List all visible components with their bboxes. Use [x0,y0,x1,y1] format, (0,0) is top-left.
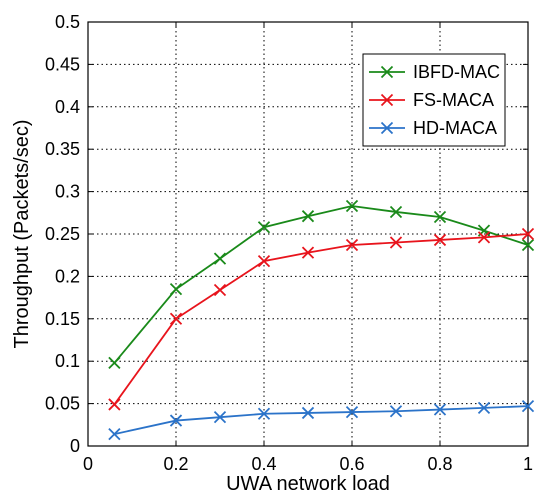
data-point-ibfd-mac [257,221,271,234]
y-tick-label: 0.05 [45,394,80,414]
x-tick-label: 1 [523,454,533,474]
data-point-hd-maca [213,411,227,424]
data-point-fs-maca [389,236,403,249]
legend-label: HD-MACA [413,118,497,138]
x-tick-label: 0.6 [339,454,364,474]
data-point-hd-maca [169,414,183,427]
series-hd-maca [108,400,535,441]
data-point-hd-maca [477,401,491,414]
axes-layer: 0 0.2 0.4 0.6 0.8 1 0 0.05 0.1 0.15 0.2 0.25 0.3 0.35… [45,12,533,474]
data-point-ibfd-mac [213,252,227,265]
y-tick-label: 0.2 [55,266,80,286]
data-point-hd-maca [108,427,121,441]
legend-label: IBFD-MAC [413,62,500,82]
series-layer [108,199,535,441]
legend-label: FS-MACA [413,90,494,110]
data-point-hd-maca [433,403,447,416]
data-point-hd-maca [345,405,359,419]
data-point-fs-maca [433,233,447,247]
y-tick-label: 0.5 [55,12,80,32]
data-point-hd-maca [301,406,315,420]
y-tick-label: 0.25 [45,224,80,244]
data-point-fs-maca [521,227,535,241]
series-fs-maca [108,227,535,411]
legend-marker [380,93,394,107]
y-tick-label: 0 [70,436,80,456]
data-point-fs-maca [477,231,491,244]
legend-item-fs-maca: FS-MACA [369,90,494,110]
x-tick-label: 0.4 [251,454,276,474]
series-line-fs-maca [113,233,529,405]
data-point-fs-maca [301,246,315,259]
y-tick-label: 0.35 [45,139,80,159]
x-tick-label: 0.2 [163,454,188,474]
data-point-fs-maca [213,283,227,297]
data-point-ibfd-mac [345,199,359,213]
x-axis-title: UWA network load [226,473,390,495]
data-point-hd-maca [257,407,271,420]
data-point-hd-maca [389,405,403,418]
y-tick-label: 0.45 [45,54,80,74]
x-tick-label: 0 [83,454,93,474]
data-point-fs-maca [257,254,271,268]
data-point-ibfd-mac [169,282,183,296]
series-line-ibfd-mac [113,205,529,364]
data-point-hd-maca [521,400,535,413]
grid-layer [88,22,528,446]
data-point-ibfd-mac [433,210,447,224]
legend: IBFD-MAC FS-MACA HD-MACA [362,53,506,147]
y-tick-label: 0.3 [55,182,80,202]
data-point-ibfd-mac [389,205,403,219]
y-tick-label: 0.4 [55,97,80,117]
data-point-fs-maca [108,398,121,411]
data-point-ibfd-mac [108,356,121,370]
legend-item-hd-maca: HD-MACA [369,118,497,138]
data-point-ibfd-mac [301,210,315,223]
x-tick-label: 0.8 [427,454,452,474]
y-axis-title: Throughput (Packets/sec) [11,120,33,349]
legend-item-ibfd-mac: IBFD-MAC [369,62,500,82]
data-point-fs-maca [345,238,359,252]
data-point-fs-maca [169,312,183,325]
y-tick-label: 0.15 [45,309,80,329]
legend-marker [380,65,394,79]
series-line-hd-maca [114,405,529,436]
y-tick-label: 0.1 [55,351,80,371]
series-ibfd-mac [108,199,535,370]
data-point-ibfd-mac [521,238,535,252]
legend-marker [380,121,394,135]
